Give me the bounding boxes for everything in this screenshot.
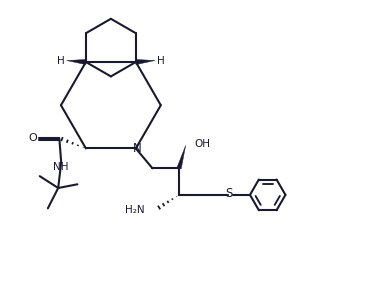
Text: O: O [28, 133, 37, 143]
Text: NH: NH [53, 162, 69, 172]
Text: OH: OH [194, 139, 211, 149]
Text: S: S [225, 187, 232, 200]
Text: H: H [56, 56, 64, 66]
Text: N: N [132, 142, 141, 155]
Polygon shape [136, 59, 155, 64]
Polygon shape [177, 145, 186, 169]
Text: H₂N: H₂N [125, 205, 145, 215]
Polygon shape [67, 59, 86, 64]
Text: H: H [157, 56, 165, 66]
